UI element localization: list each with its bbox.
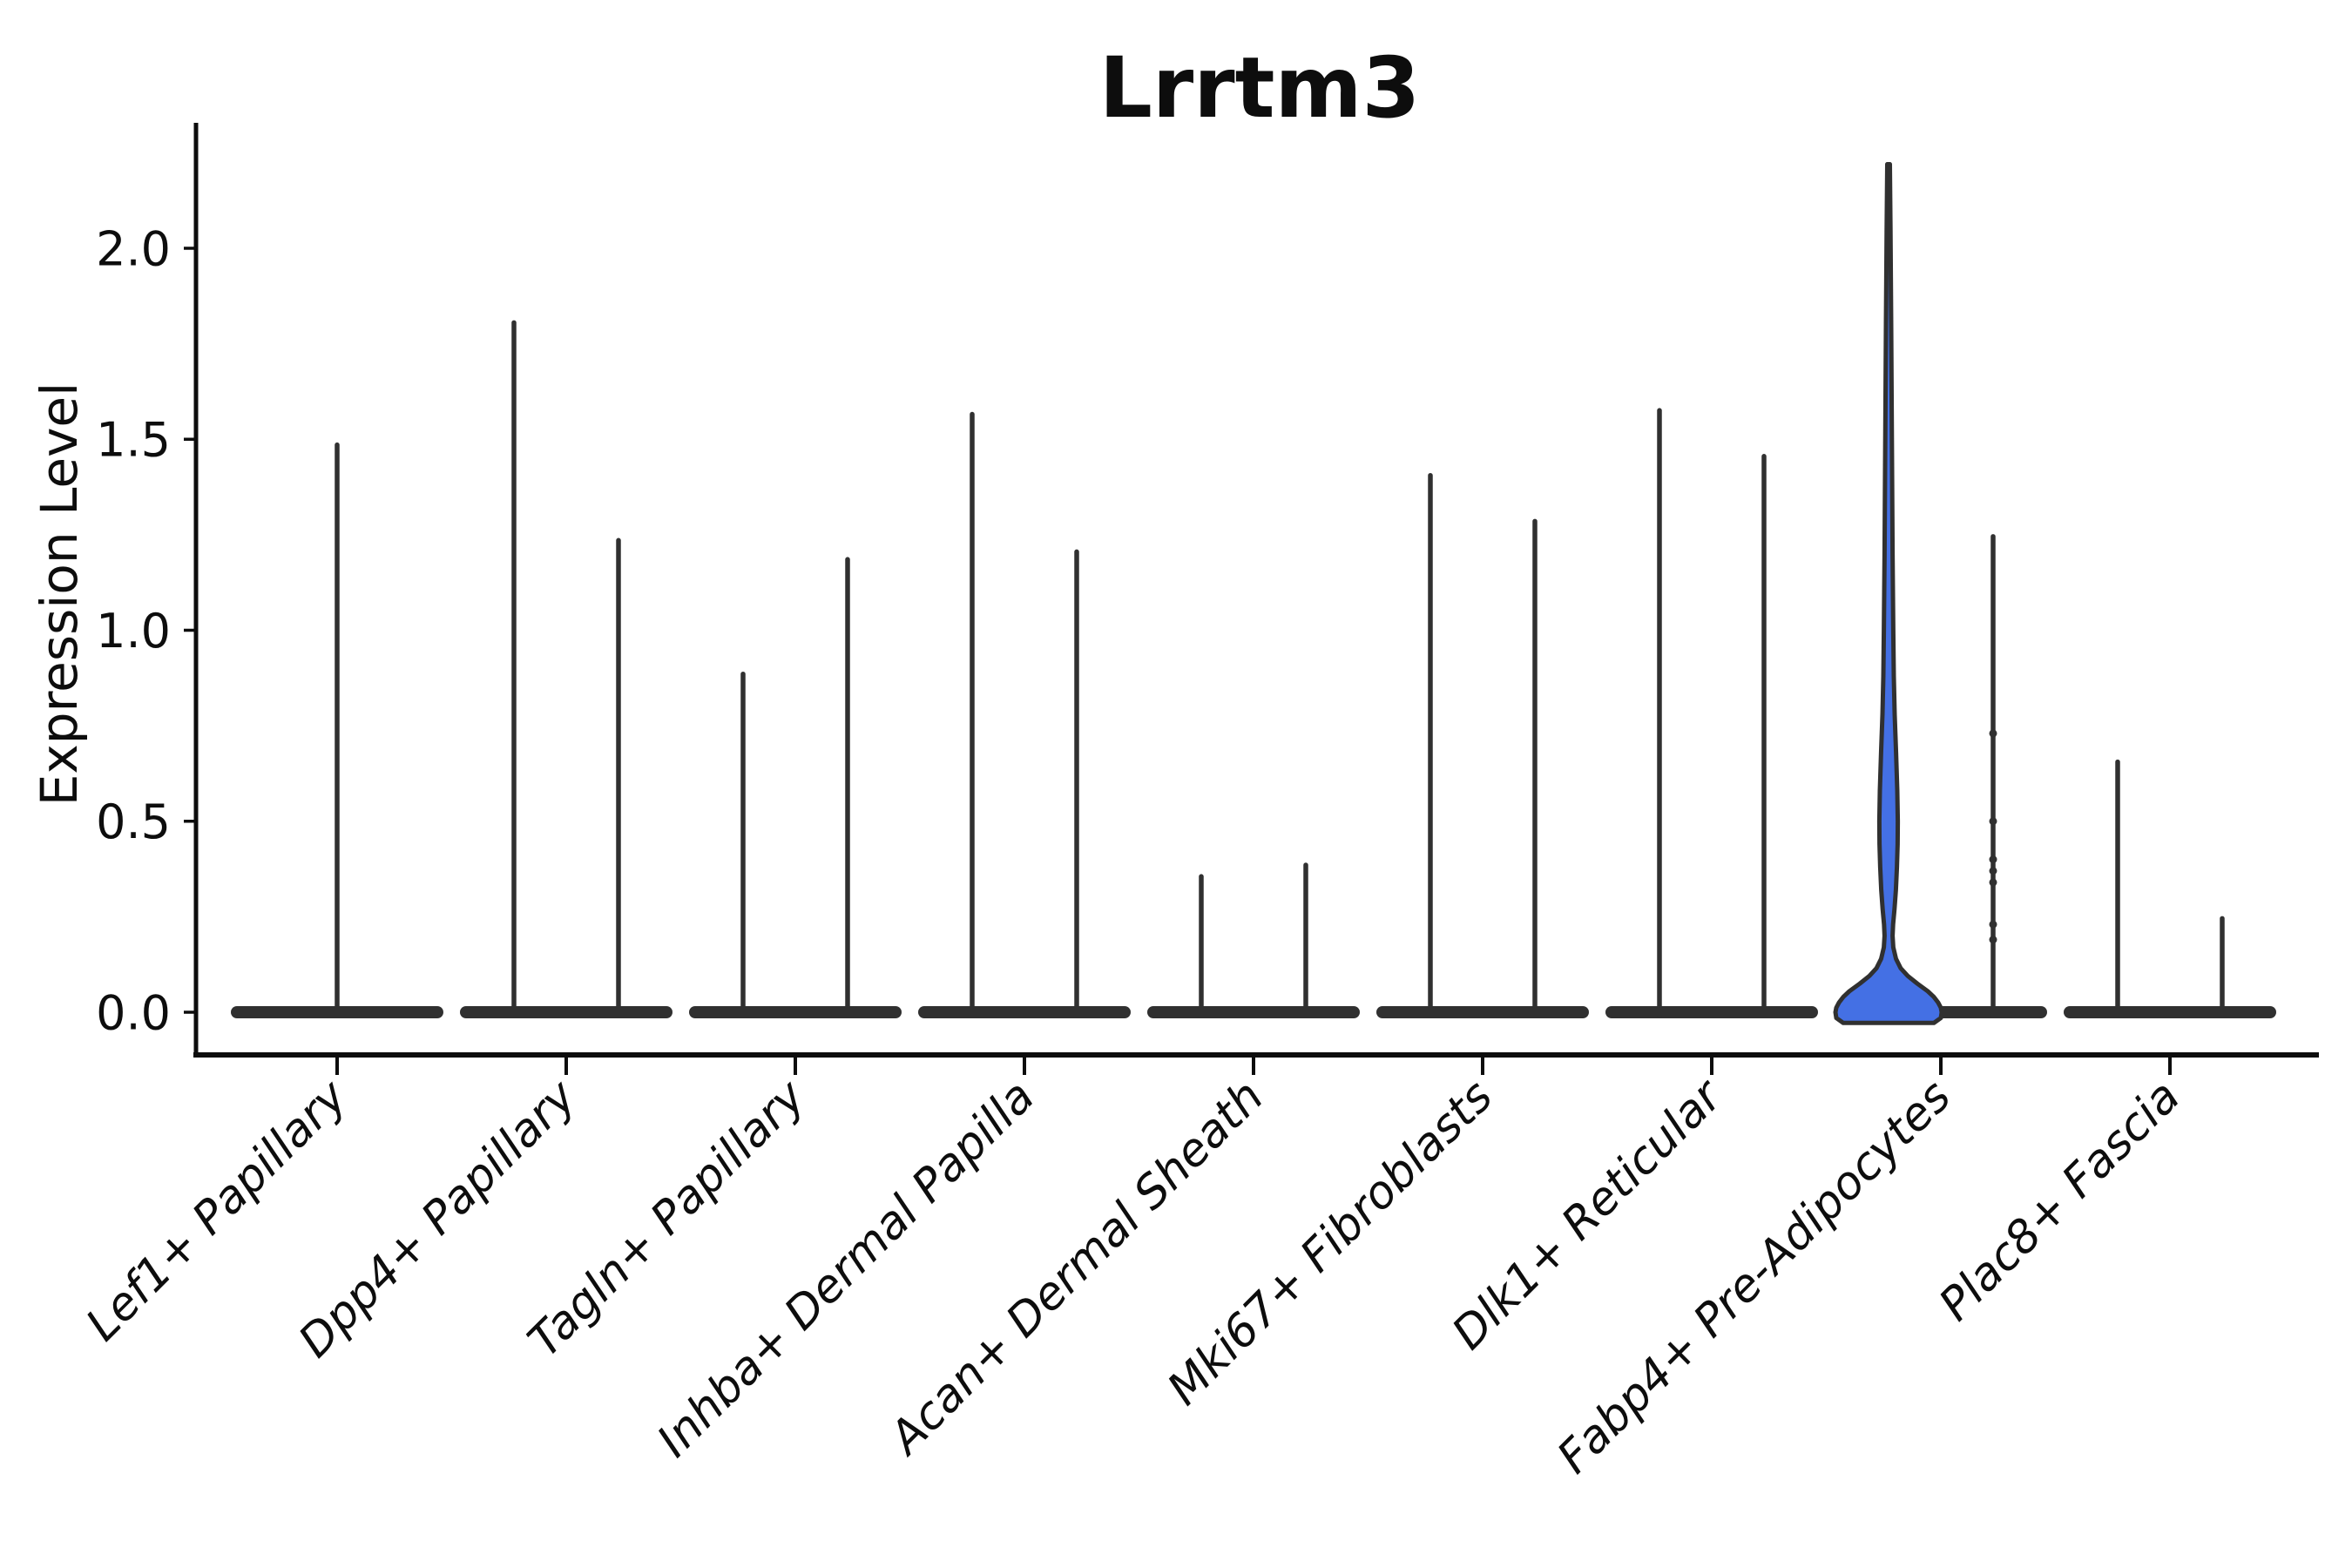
y-axis-label: Expression Level [30, 382, 89, 806]
violin-base [918, 1006, 1131, 1018]
x-tick-marks [335, 1058, 2172, 1075]
x-tick-label: Plac8+ Fascia [1930, 1071, 2190, 1331]
y-tick-label: 1.5 [96, 413, 171, 468]
violin-base [689, 1006, 902, 1018]
y-tick-label: 2.0 [96, 221, 171, 276]
y-tick-label: 1.0 [96, 604, 171, 659]
x-tick-label: Inhba+ Dermal Papilla [647, 1071, 1044, 1468]
y-tick-label: 0.0 [96, 985, 171, 1040]
highlight-violin [1833, 162, 1944, 1025]
x-tick-label: Acan+ Dermal Sheath [878, 1071, 1274, 1466]
y-tick-label: 0.5 [96, 794, 171, 849]
violin-base [1147, 1006, 1360, 1018]
violin-group [231, 442, 443, 1018]
violin-base [1605, 1006, 1818, 1018]
violin-group [460, 320, 672, 1018]
violin-group [1605, 408, 1818, 1018]
cell-point [1989, 855, 1997, 864]
cell-point [1989, 878, 1997, 887]
violin-group [1147, 862, 1360, 1018]
cell-point [1989, 729, 1997, 738]
violins [231, 162, 2276, 1025]
violin-group [2064, 759, 2276, 1018]
cell-point [1989, 920, 1997, 929]
cell-point [1989, 867, 1997, 875]
x-tick-labels: Lef1+ Papillary Dpp4+ Papillary Tagln+ P… [77, 1068, 2190, 1484]
y-tick-marks [184, 247, 196, 1014]
violin-base [460, 1006, 672, 1018]
violin-base [1376, 1006, 1589, 1018]
x-tick-label: Fabp4+ Pre-Adipocytes [1548, 1071, 1962, 1484]
violin-group [918, 411, 1131, 1018]
violin-group [1833, 162, 2047, 1025]
violin-group [1376, 472, 1589, 1018]
cell-point [1989, 817, 1997, 826]
violin-base [2064, 1006, 2276, 1018]
chart-title: Lrrtm3 [1099, 39, 1421, 137]
y-tick-labels: 0.0 0.5 1.0 1.5 2.0 [96, 221, 171, 1040]
violin-group [689, 557, 902, 1018]
cell-point [1989, 936, 1997, 944]
